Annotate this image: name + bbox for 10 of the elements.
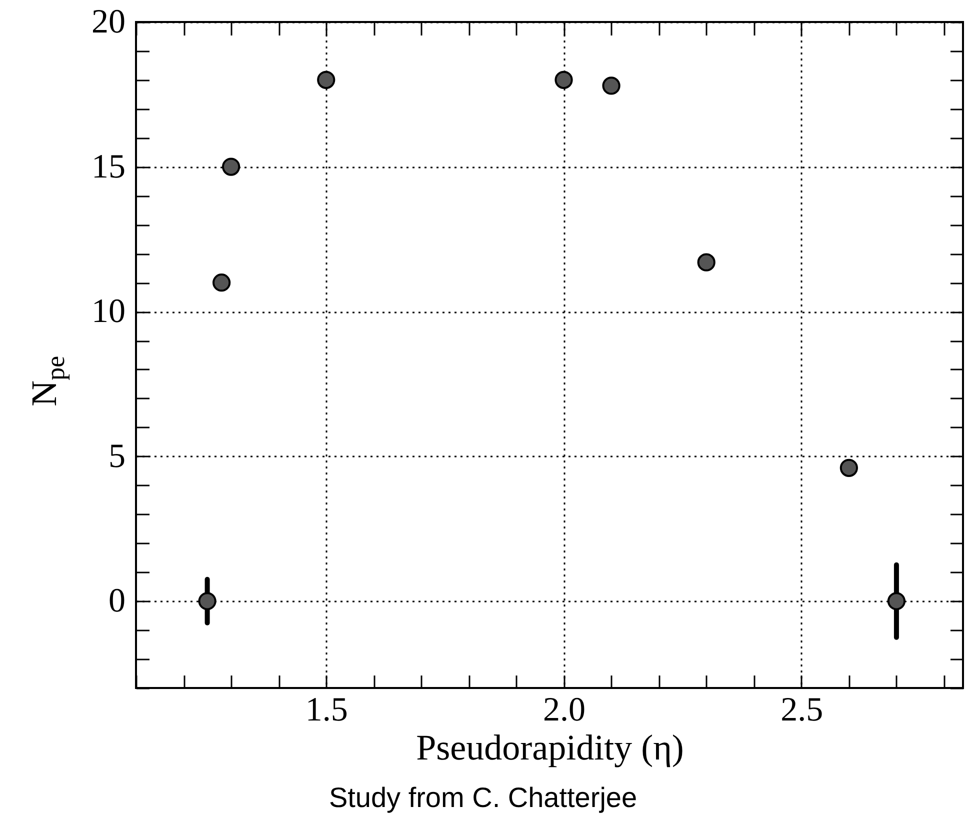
x-tick-label: 2.5 — [780, 692, 824, 728]
x-tick-label: 2.0 — [543, 692, 586, 728]
y-tick-label: 5 — [108, 438, 126, 475]
x-tick-label: 1.5 — [305, 692, 348, 728]
y-tick-label: 15 — [92, 148, 126, 186]
y-tick-label: 10 — [92, 293, 126, 330]
y-tick-label: 0 — [108, 582, 126, 620]
x-axis-title: Pseudorapidity (η) — [416, 728, 684, 768]
y-tick-label: 20 — [92, 4, 126, 40]
text: Study from C. Chatterjee — [328, 782, 638, 814]
